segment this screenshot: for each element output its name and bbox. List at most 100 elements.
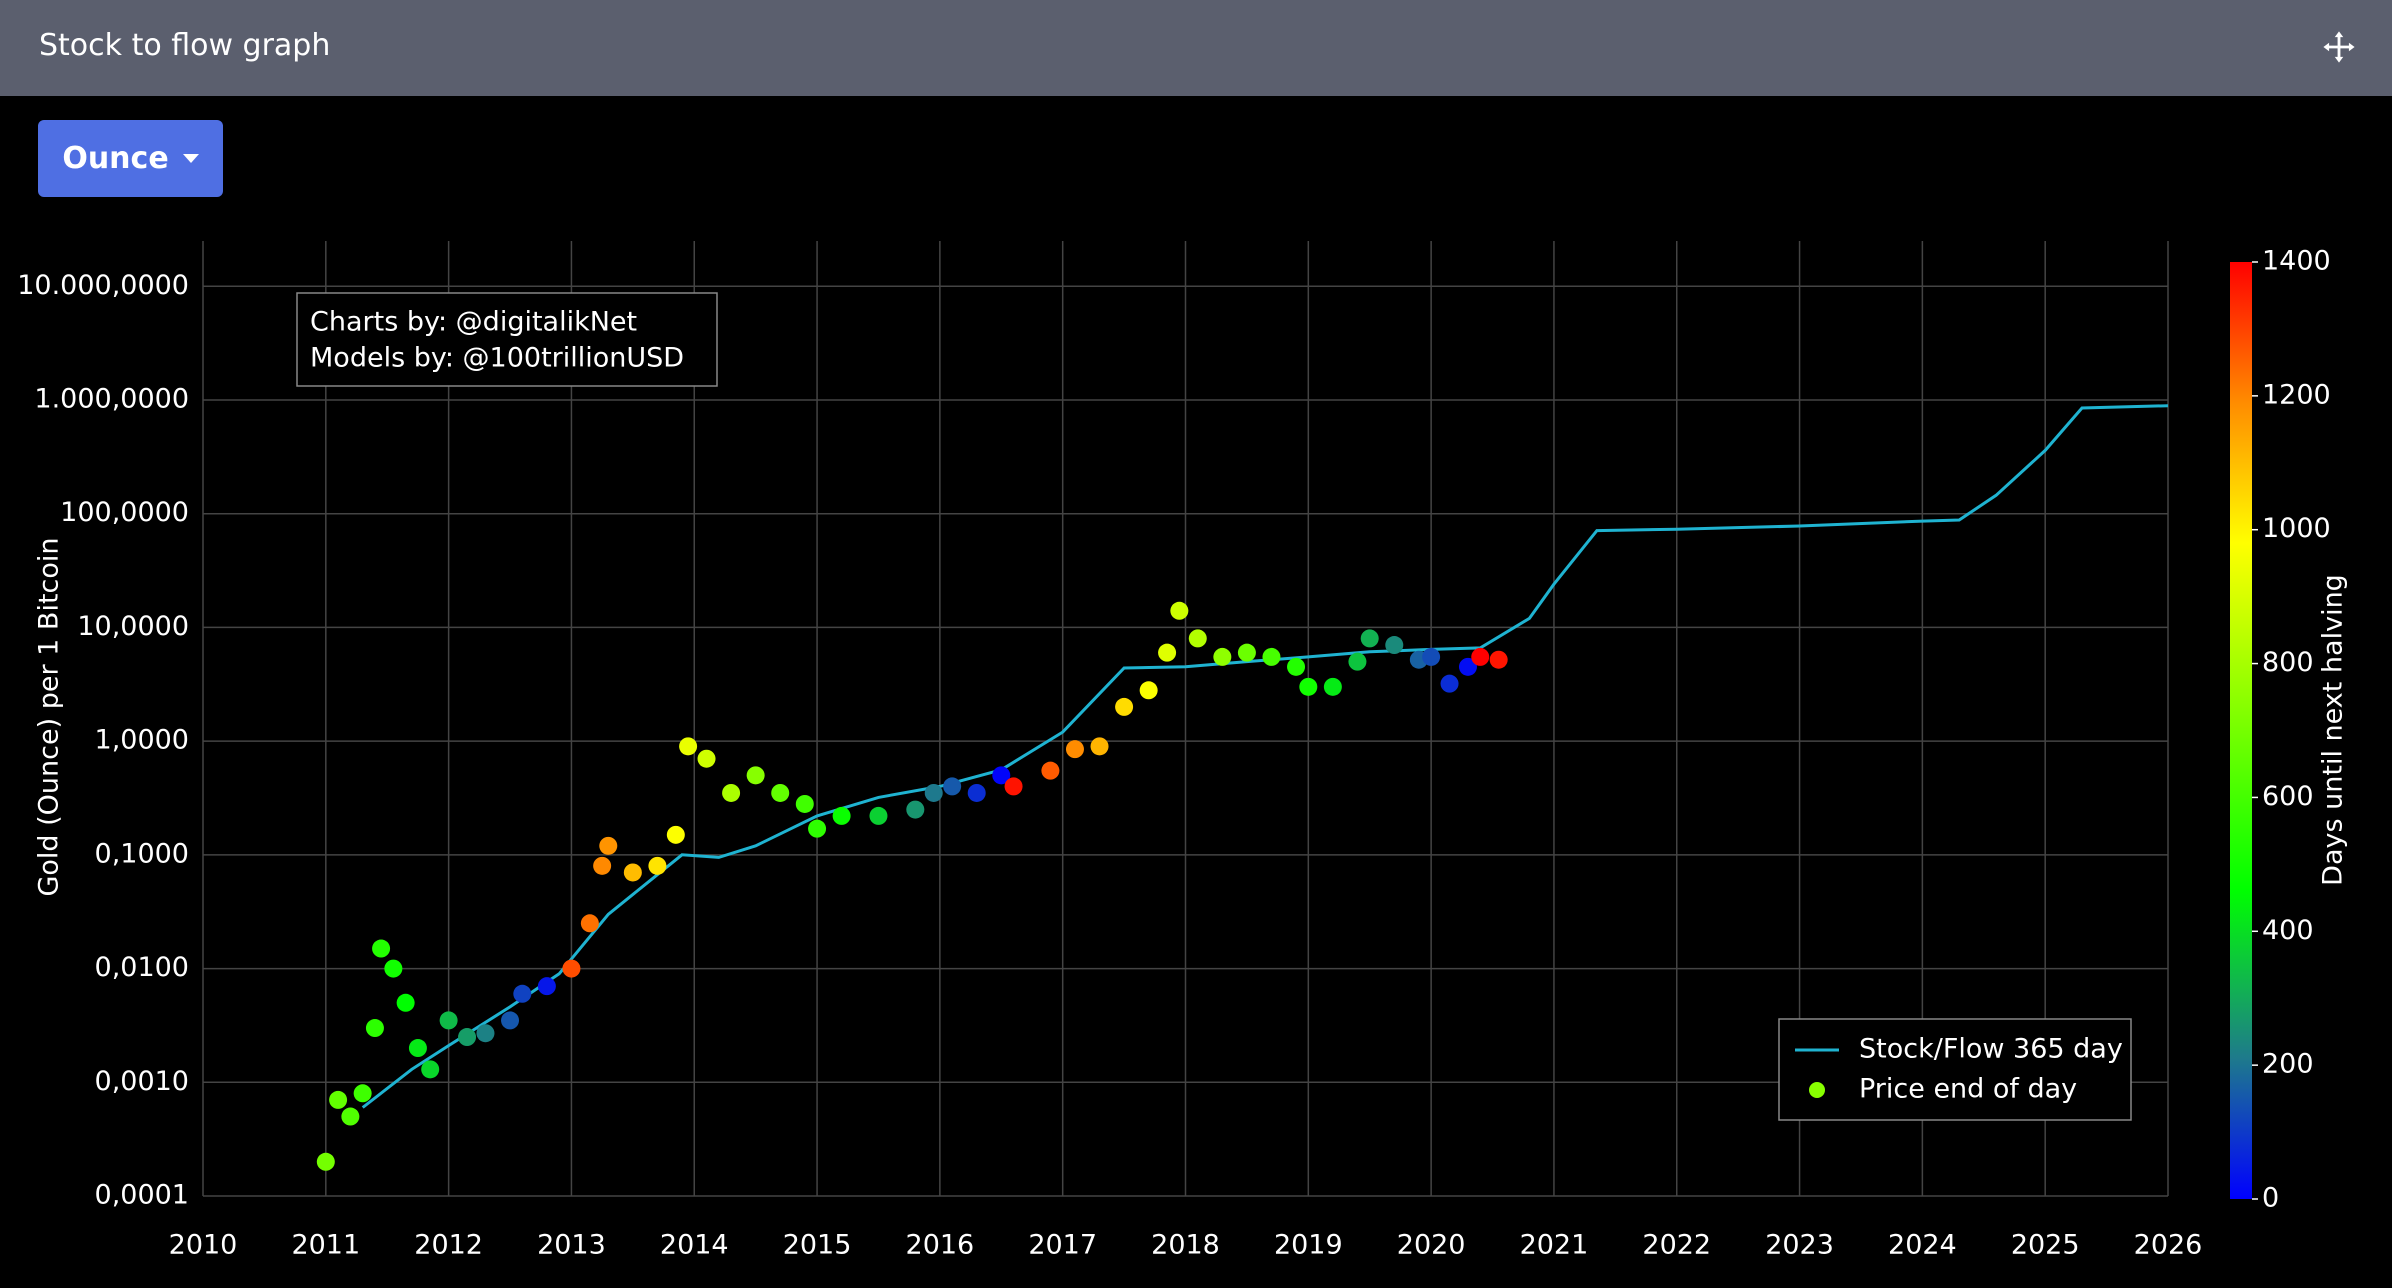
y-axis-title: Gold (Ounce) per 1 Bitcoin: [34, 537, 65, 896]
legend-label: Price end of day: [1859, 1074, 2077, 1105]
price-point: [1158, 643, 1177, 662]
x-tick-label: 2025: [2011, 1230, 2080, 1261]
price-point: [501, 1011, 520, 1030]
x-tick-label: 2018: [1151, 1230, 1220, 1261]
price-point: [476, 1024, 495, 1043]
x-tick-label: 2024: [1888, 1230, 1957, 1261]
price-point: [1299, 677, 1318, 696]
x-tick-label: 2023: [1765, 1230, 1834, 1261]
price-point: [1471, 647, 1490, 666]
x-tick-label: 2019: [1274, 1230, 1343, 1261]
y-tick-label: 10.000,0000: [17, 270, 189, 301]
colorbar-tick-label: 800: [2262, 647, 2314, 678]
annotation: Models by: @100trillionUSD: [310, 343, 684, 374]
y-tick-label: 1.000,0000: [34, 383, 189, 414]
price-point: [396, 993, 415, 1012]
colorbar-tick-label: 1200: [2262, 379, 2331, 410]
y-tick-label: 10,0000: [77, 611, 189, 642]
dropdown-caret: [182, 153, 199, 163]
price-point: [679, 737, 698, 756]
price-point: [795, 794, 814, 813]
price-point: [943, 777, 962, 796]
x-tick-label: 2015: [783, 1230, 852, 1261]
price-point: [458, 1028, 477, 1047]
price-point: [746, 766, 765, 785]
price-point: [1323, 677, 1342, 696]
y-tick-label: 0,0001: [95, 1180, 189, 1211]
price-point: [1004, 777, 1023, 796]
annotation: Charts by: @digitalikNet: [310, 307, 637, 338]
price-point: [1348, 652, 1367, 671]
price-point: [1170, 601, 1189, 620]
price-point: [1360, 629, 1379, 648]
price-point: [722, 783, 741, 802]
price-point: [771, 783, 790, 802]
price-point: [1115, 697, 1134, 716]
price-point: [365, 1019, 384, 1038]
price-point: [537, 977, 556, 996]
price-point: [1213, 647, 1232, 666]
price-point: [513, 984, 532, 1003]
price-point: [1440, 674, 1459, 693]
x-tick-label: 2012: [414, 1230, 483, 1261]
legend-box: [1778, 1018, 2132, 1121]
y-tick-label: 0,1000: [95, 838, 189, 869]
panel-title: Stock to flow graph: [39, 28, 331, 63]
price-point: [1041, 761, 1060, 780]
price-point: [869, 806, 888, 825]
price-point: [580, 914, 599, 933]
price-point: [1188, 629, 1207, 648]
colorbar-tick-label: 1000: [2262, 513, 2331, 544]
unit-dropdown[interactable]: Ounce: [38, 120, 223, 197]
annotation-box: [296, 292, 718, 387]
price-point: [599, 836, 618, 855]
legend-label: Stock/Flow 365 day: [1859, 1034, 2123, 1065]
price-point: [648, 856, 667, 875]
y-tick-label: 100,0000: [60, 497, 189, 528]
price-point: [1090, 737, 1109, 756]
colorbar-tick-label: 400: [2262, 915, 2314, 946]
price-point: [421, 1060, 440, 1079]
x-tick-label: 2016: [906, 1230, 975, 1261]
x-tick-label: 2013: [537, 1230, 606, 1261]
sf-line: [361, 404, 2169, 1109]
price-point: [1262, 647, 1281, 666]
price-point: [967, 783, 986, 802]
price-point: [439, 1011, 458, 1030]
x-tick-label: 2021: [1520, 1230, 1589, 1261]
price-point: [372, 939, 391, 958]
price-point: [1237, 643, 1256, 662]
x-tick-label: 2026: [2134, 1230, 2203, 1261]
price-point: [666, 825, 685, 844]
price-point: [808, 819, 827, 838]
price-point: [992, 766, 1011, 785]
price-point: [1139, 681, 1158, 700]
move-icon[interactable]: [2322, 30, 2356, 64]
x-tick-label: 2014: [660, 1230, 729, 1261]
price-point: [1065, 740, 1084, 759]
price-point: [408, 1039, 427, 1058]
dropdown-label: Ounce: [62, 141, 169, 176]
header-bar: Stock to flow graph: [0, 0, 2392, 96]
price-point: [562, 959, 581, 978]
price-point: [593, 856, 612, 875]
price-point: [329, 1090, 348, 1109]
y-tick-label: 1,0000: [95, 725, 189, 756]
y-tick-label: 0,0010: [95, 1066, 189, 1097]
x-tick-label: 2020: [1397, 1230, 1466, 1261]
price-point: [1489, 650, 1508, 669]
colorbar-tick-label: 200: [2262, 1049, 2314, 1080]
price-point: [906, 800, 925, 819]
x-tick-label: 2011: [291, 1230, 360, 1261]
colorbar: [2230, 262, 2252, 1199]
y-tick-label: 0,0100: [95, 952, 189, 983]
price-point: [1422, 647, 1441, 666]
colorbar-tick-label: 600: [2262, 781, 2314, 812]
price-point: [623, 863, 642, 882]
price-point: [341, 1107, 360, 1126]
colorbar-tick-label: 1400: [2262, 246, 2331, 277]
price-point: [1287, 657, 1306, 676]
colorbar-tick-label: 0: [2262, 1183, 2279, 1214]
x-tick-label: 2010: [169, 1230, 238, 1261]
